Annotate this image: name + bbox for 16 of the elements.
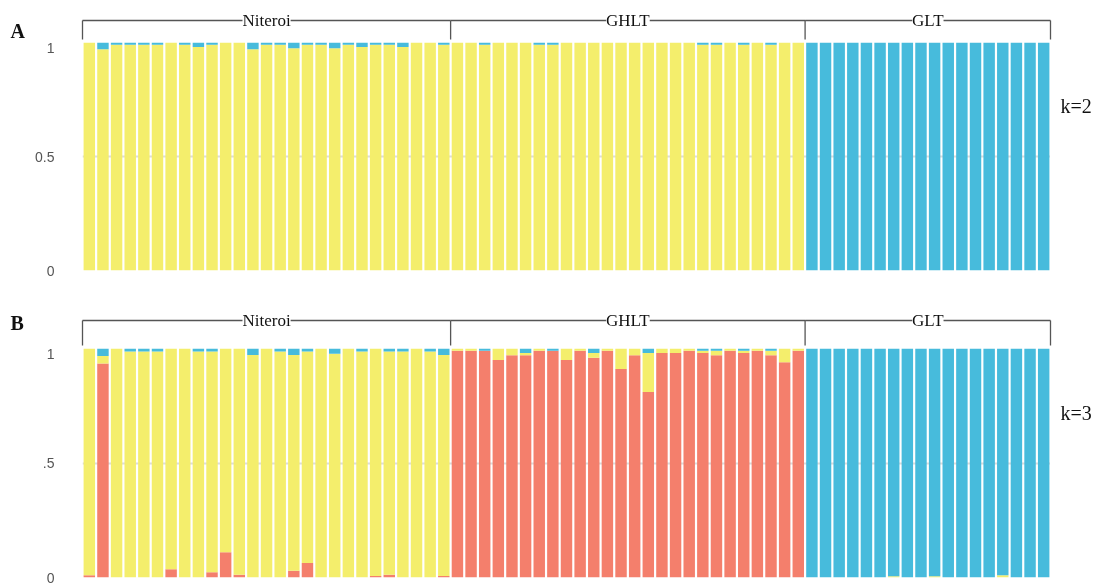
text: GLT xyxy=(912,311,945,330)
text: Niteroi xyxy=(242,11,291,30)
y-tick-label: 0.5 xyxy=(35,148,55,165)
y2-axis-title: k=3 xyxy=(1060,401,1092,424)
text: GHLT xyxy=(605,311,651,330)
y-tick-label: 1 xyxy=(46,39,55,56)
y-tick-label: 0 xyxy=(46,569,55,585)
y-tick-label: .5 xyxy=(42,455,55,471)
text: GLT xyxy=(912,11,945,30)
y-tick-label: 0 xyxy=(46,262,55,279)
text: GHLT xyxy=(605,11,651,30)
text: Niteroi xyxy=(242,311,291,330)
y2-axis-title: k=2 xyxy=(1060,95,1092,118)
y-tick-label: 1 xyxy=(46,345,55,362)
chart-title: B xyxy=(10,311,24,334)
chart-title: A xyxy=(10,19,26,42)
